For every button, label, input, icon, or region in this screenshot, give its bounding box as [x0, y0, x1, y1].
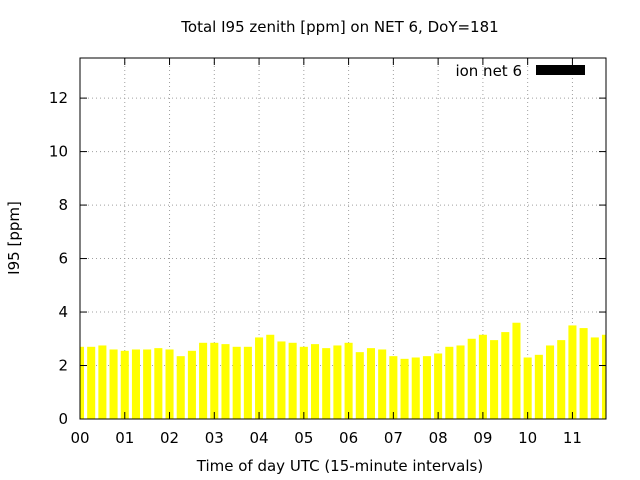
bar — [87, 346, 96, 419]
y-tick-label: 12 — [49, 89, 68, 107]
axis-ticks — [79, 58, 606, 420]
bar — [557, 340, 566, 419]
legend: ion net 6 — [455, 62, 585, 80]
x-tick-label: 03 — [205, 429, 224, 447]
x-tick-label: 05 — [294, 429, 313, 447]
x-tick-label: 09 — [473, 429, 492, 447]
bar — [143, 349, 152, 419]
bar — [277, 341, 286, 419]
bar — [546, 345, 555, 419]
x-tick-label: 10 — [518, 429, 537, 447]
x-tick-label: 08 — [429, 429, 448, 447]
x-tick-label: 07 — [384, 429, 403, 447]
legend-swatch — [536, 65, 585, 75]
bar — [366, 348, 376, 419]
bar — [434, 353, 443, 419]
bar — [98, 345, 107, 419]
bar — [131, 349, 140, 419]
bar — [120, 350, 129, 419]
bar — [422, 356, 431, 419]
x-tick-label: 00 — [70, 429, 89, 447]
y-tick-label: 8 — [58, 196, 68, 214]
bar — [80, 346, 85, 419]
bar — [467, 338, 476, 419]
x-tick-label: 01 — [115, 429, 134, 447]
bar — [176, 356, 185, 419]
bar — [232, 346, 241, 419]
bar — [187, 350, 196, 419]
bar — [568, 325, 577, 419]
y-axis-label: I95 [ppm] — [5, 201, 23, 275]
bar — [154, 348, 163, 419]
y-tick-label: 0 — [58, 410, 68, 428]
bar — [579, 328, 588, 419]
bar — [512, 322, 521, 419]
x-axis-label: Time of day UTC (15-minute intervals) — [196, 457, 483, 475]
bar — [456, 345, 465, 419]
legend-label: ion net 6 — [455, 62, 522, 80]
y-tick-label: 6 — [58, 250, 68, 268]
bar — [221, 344, 230, 419]
bar — [400, 358, 409, 419]
bar — [243, 346, 252, 419]
bar — [523, 357, 532, 419]
bar — [333, 345, 342, 419]
x-tick-label: 11 — [563, 429, 582, 447]
bar — [478, 334, 487, 419]
x-tick-labels: 00 01 02 03 04 05 06 07 08 09 10 11 — [70, 429, 582, 447]
bar — [590, 337, 599, 419]
chart-title: Total I95 zenith [ppm] on NET 6, DoY=181 — [180, 18, 498, 36]
bar — [534, 354, 543, 419]
bar — [255, 337, 264, 419]
bar — [299, 346, 308, 419]
x-tick-label: 02 — [160, 429, 179, 447]
bar — [344, 342, 353, 419]
bar — [266, 334, 275, 419]
bar — [501, 332, 510, 419]
bar — [310, 344, 320, 419]
bar — [322, 348, 331, 419]
bars — [80, 322, 606, 419]
y-tick-label: 10 — [49, 143, 68, 161]
y-tick-label: 4 — [58, 303, 68, 321]
bar — [378, 349, 387, 419]
x-tick-label: 06 — [339, 429, 358, 447]
plot-frame — [79, 57, 607, 420]
bar — [389, 356, 398, 419]
bar — [199, 342, 208, 419]
y-tick-labels: 0 2 4 6 8 10 12 — [49, 89, 68, 428]
bar — [165, 349, 174, 419]
bar — [210, 342, 219, 419]
bar — [601, 334, 606, 419]
bar — [445, 346, 454, 419]
bar — [490, 340, 499, 419]
x-tick-label: 04 — [250, 429, 269, 447]
y-tick-label: 2 — [58, 357, 68, 375]
bar — [109, 349, 118, 419]
bar — [355, 352, 364, 419]
bar — [288, 342, 297, 419]
bar — [411, 357, 420, 419]
